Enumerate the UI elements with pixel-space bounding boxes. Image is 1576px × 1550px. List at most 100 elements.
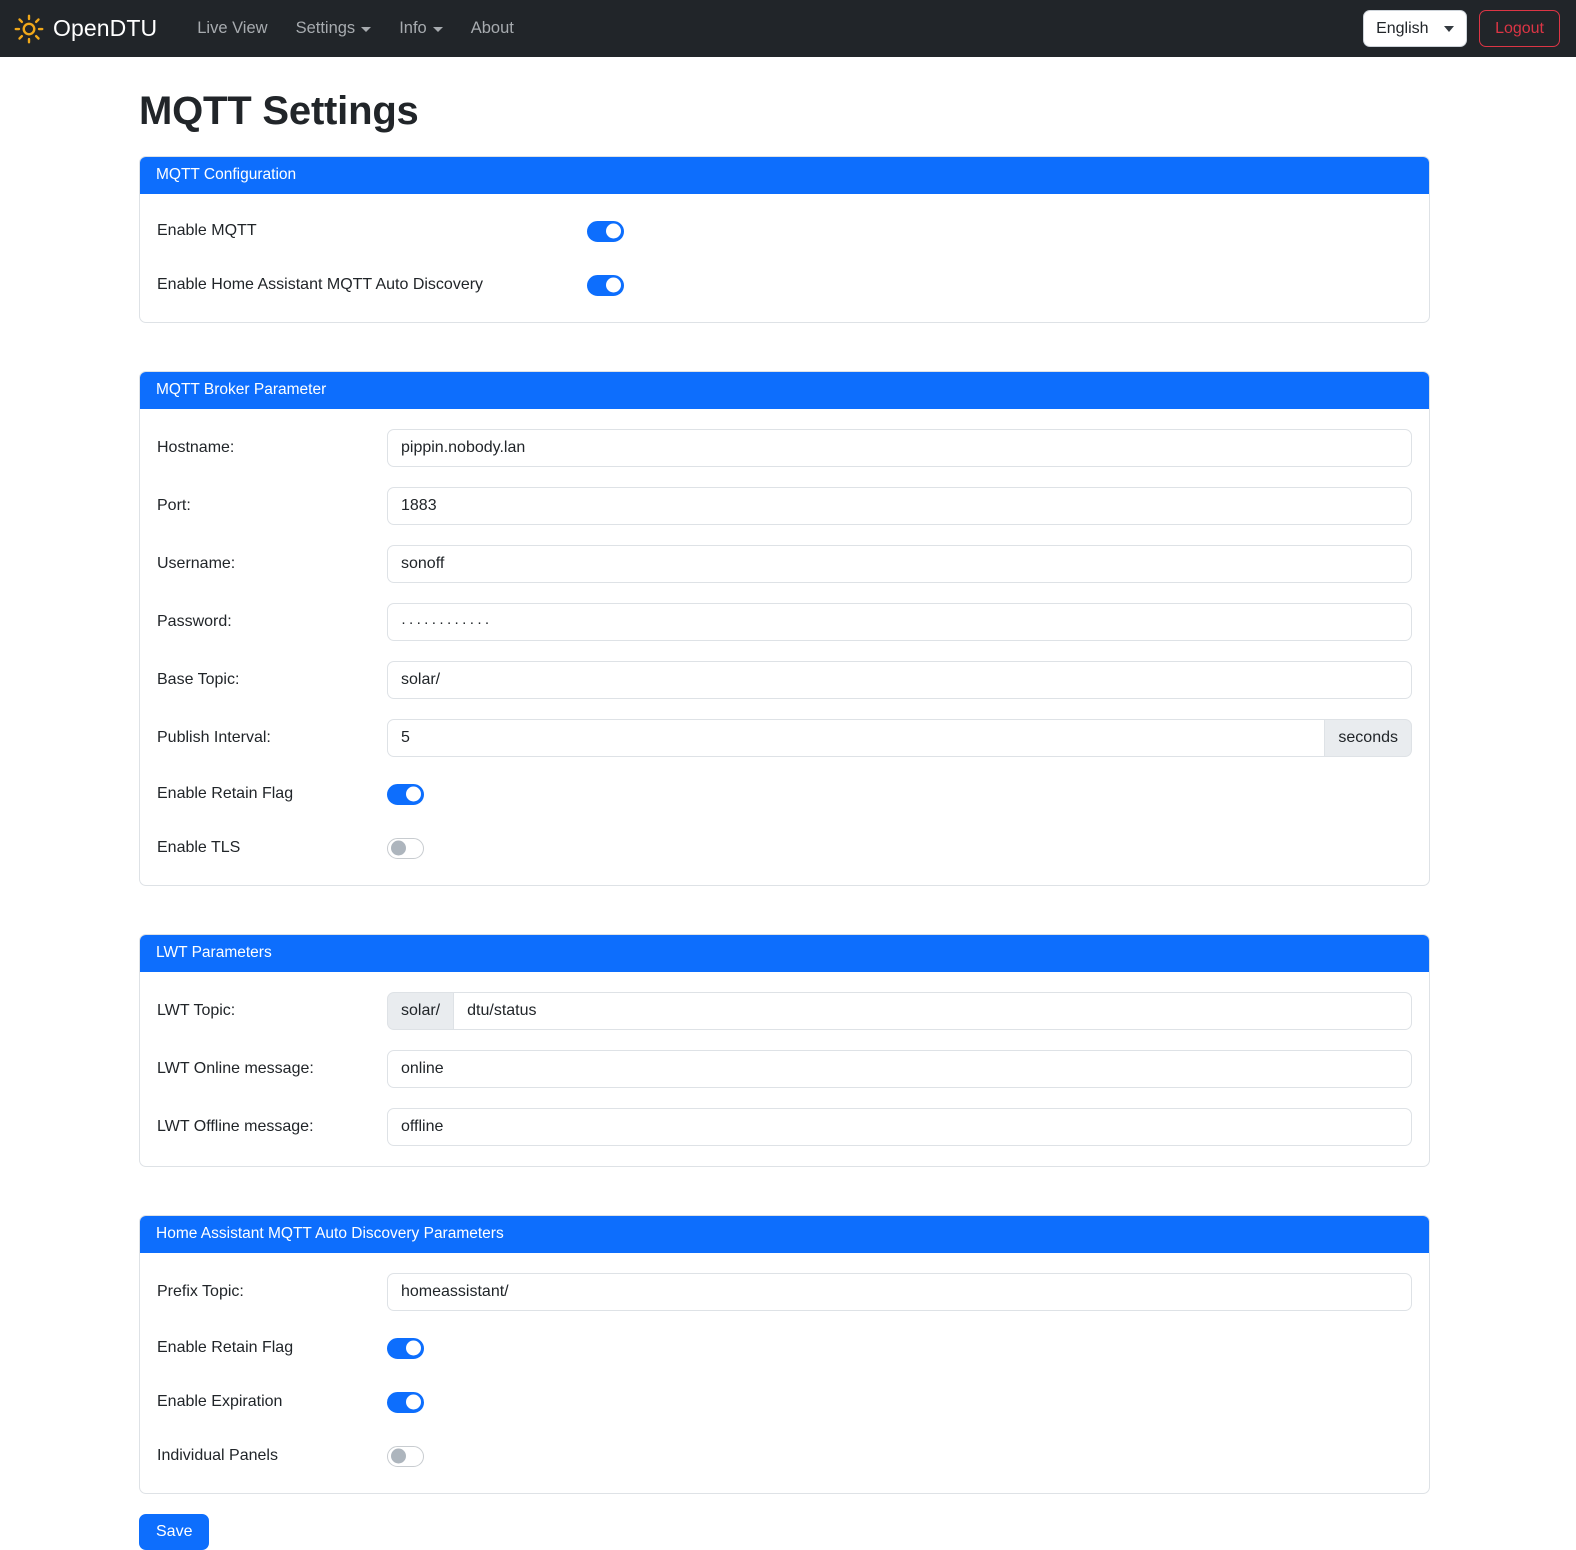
- label-enable-tls: Enable TLS: [157, 839, 241, 856]
- toggle-enable-tls[interactable]: [387, 837, 424, 859]
- input-group-base-topic: [387, 661, 1412, 699]
- row-ha-retain-flag: Enable Retain Flag: [157, 1331, 1412, 1365]
- language-select-value: English: [1376, 19, 1429, 37]
- card-header-home-assistant-parameters: Home Assistant MQTT Auto Discovery Param…: [140, 1216, 1429, 1253]
- label-port: Port:: [157, 497, 191, 514]
- label-lwt-online-message: LWT Online message:: [157, 1060, 314, 1077]
- input-group-hostname: [387, 429, 1412, 467]
- chevron-down-icon: [1444, 25, 1455, 32]
- row-lwt-online-message: LWT Online message:: [157, 1050, 1412, 1088]
- input-group-lwt-offline-message: [387, 1108, 1412, 1146]
- row-enable-tls: Enable TLS: [157, 831, 1412, 865]
- toggle-knob: [406, 1394, 421, 1410]
- label-broker-retain-flag: Enable Retain Flag: [157, 785, 294, 802]
- label-password: Password:: [157, 613, 232, 630]
- lwt-topic-input[interactable]: [454, 992, 1412, 1030]
- page-title: MQTT Settings: [139, 89, 419, 133]
- nav-label-about: About: [470, 19, 514, 37]
- toggle-ha-enable-expiration[interactable]: [387, 1391, 424, 1413]
- input-group-prefix-topic: [387, 1273, 1412, 1311]
- toggle-knob: [606, 223, 621, 239]
- nav-label-settings: Settings: [295, 19, 356, 37]
- toggle-knob: [606, 277, 621, 293]
- row-enable-mqtt: Enable MQTT: [157, 214, 1412, 248]
- label-ha-retain-flag: Enable Retain Flag: [157, 1339, 294, 1356]
- row-password: Password: ············: [157, 603, 1412, 641]
- toggle-enable-ha-auto-discovery[interactable]: [587, 274, 624, 296]
- card-header-lwt-parameters: LWT Parameters: [140, 935, 1429, 972]
- input-group-publish-interval: seconds: [387, 719, 1412, 757]
- card-body-lwt-parameters: LWT Topic: solar/ LWT Online message: LW…: [140, 972, 1429, 1166]
- publish-interval-input[interactable]: [387, 719, 1326, 757]
- page-content: MQTT Settings MQTT Configuration Enable …: [0, 89, 1576, 1550]
- card-header-mqtt-broker-parameter: MQTT Broker Parameter: [140, 372, 1429, 409]
- language-select[interactable]: English: [1363, 10, 1468, 47]
- navbar-right-group: English Logout: [1363, 10, 1560, 47]
- nav-item-live-view[interactable]: Live View: [183, 11, 281, 46]
- row-port: Port:: [157, 487, 1412, 525]
- publish-interval-unit-addon: seconds: [1325, 719, 1412, 757]
- nav-link-live-view[interactable]: Live View: [183, 11, 281, 46]
- row-broker-retain-flag: Enable Retain Flag: [157, 777, 1412, 811]
- row-lwt-offline-message: LWT Offline message:: [157, 1108, 1412, 1146]
- nav-item-about[interactable]: About: [457, 11, 528, 46]
- toggle-knob: [406, 786, 421, 802]
- lwt-offline-message-input[interactable]: [387, 1108, 1412, 1146]
- row-username: Username:: [157, 545, 1412, 583]
- card-home-assistant-parameters: Home Assistant MQTT Auto Discovery Param…: [139, 1215, 1430, 1494]
- nav-link-info[interactable]: Info: [385, 11, 457, 46]
- username-input[interactable]: [387, 545, 1412, 583]
- top-navbar: OpenDTU Live View Settings Info About: [0, 0, 1576, 57]
- password-input[interactable]: ············: [387, 603, 1412, 641]
- label-ha-enable-expiration: Enable Expiration: [157, 1393, 283, 1410]
- label-publish-interval: Publish Interval:: [157, 729, 271, 746]
- nav-label-live-view: Live View: [197, 19, 268, 37]
- port-input[interactable]: [387, 487, 1412, 525]
- card-body-mqtt-broker-parameter: Hostname: Port: Username: Password:: [140, 409, 1429, 885]
- row-enable-ha-auto-discovery: Enable Home Assistant MQTT Auto Discover…: [157, 268, 1412, 302]
- input-group-lwt-topic: solar/: [387, 992, 1412, 1030]
- chevron-down-icon: [432, 27, 443, 32]
- row-prefix-topic: Prefix Topic:: [157, 1273, 1412, 1311]
- hostname-input[interactable]: [387, 429, 1412, 467]
- card-header-mqtt-configuration: MQTT Configuration: [140, 157, 1429, 194]
- brand-logo[interactable]: OpenDTU: [14, 14, 157, 44]
- card-mqtt-broker-parameter: MQTT Broker Parameter Hostname: Port: Us…: [139, 371, 1430, 886]
- toggle-knob: [406, 1340, 421, 1356]
- label-base-topic: Base Topic:: [157, 671, 240, 688]
- prefix-topic-input[interactable]: [387, 1273, 1412, 1311]
- card-body-mqtt-configuration: Enable MQTT Enable Home Assistant MQTT A…: [140, 194, 1429, 322]
- card-lwt-parameters: LWT Parameters LWT Topic: solar/ LWT Onl…: [139, 934, 1430, 1167]
- toggle-knob: [391, 840, 406, 856]
- toggle-enable-mqtt[interactable]: [587, 220, 624, 242]
- card-body-home-assistant-parameters: Prefix Topic: Enable Retain Flag Enable …: [140, 1253, 1429, 1493]
- row-ha-enable-expiration: Enable Expiration: [157, 1385, 1412, 1419]
- toggle-broker-retain-flag[interactable]: [387, 783, 424, 805]
- toggle-ha-individual-panels[interactable]: [387, 1445, 424, 1467]
- base-topic-input[interactable]: [387, 661, 1412, 699]
- sun-icon: [14, 14, 44, 44]
- toggle-knob: [391, 1448, 406, 1464]
- logout-button[interactable]: Logout: [1479, 10, 1560, 47]
- nav-label-info: Info: [399, 19, 427, 37]
- chevron-down-icon: [361, 27, 372, 32]
- brand-name: OpenDTU: [53, 15, 158, 41]
- label-prefix-topic: Prefix Topic:: [157, 1283, 244, 1300]
- card-mqtt-configuration: MQTT Configuration Enable MQTT Enable Ho…: [139, 156, 1430, 323]
- nav-link-settings[interactable]: Settings: [282, 11, 386, 46]
- input-group-lwt-online-message: [387, 1050, 1412, 1088]
- input-group-username: [387, 545, 1412, 583]
- save-button[interactable]: Save: [139, 1514, 210, 1550]
- label-enable-ha-auto-discovery: Enable Home Assistant MQTT Auto Discover…: [157, 276, 484, 293]
- nav-item-settings[interactable]: Settings: [282, 11, 386, 46]
- nav-link-about[interactable]: About: [457, 11, 528, 46]
- lwt-topic-prefix-addon: solar/: [387, 992, 455, 1030]
- label-hostname: Hostname:: [157, 439, 235, 456]
- nav-item-info[interactable]: Info: [385, 11, 457, 46]
- label-username: Username:: [157, 555, 236, 572]
- lwt-online-message-input[interactable]: [387, 1050, 1412, 1088]
- toggle-ha-retain-flag[interactable]: [387, 1337, 424, 1359]
- label-lwt-topic: LWT Topic:: [157, 1002, 236, 1019]
- input-group-password: ············: [387, 603, 1412, 641]
- label-enable-mqtt: Enable MQTT: [157, 222, 257, 239]
